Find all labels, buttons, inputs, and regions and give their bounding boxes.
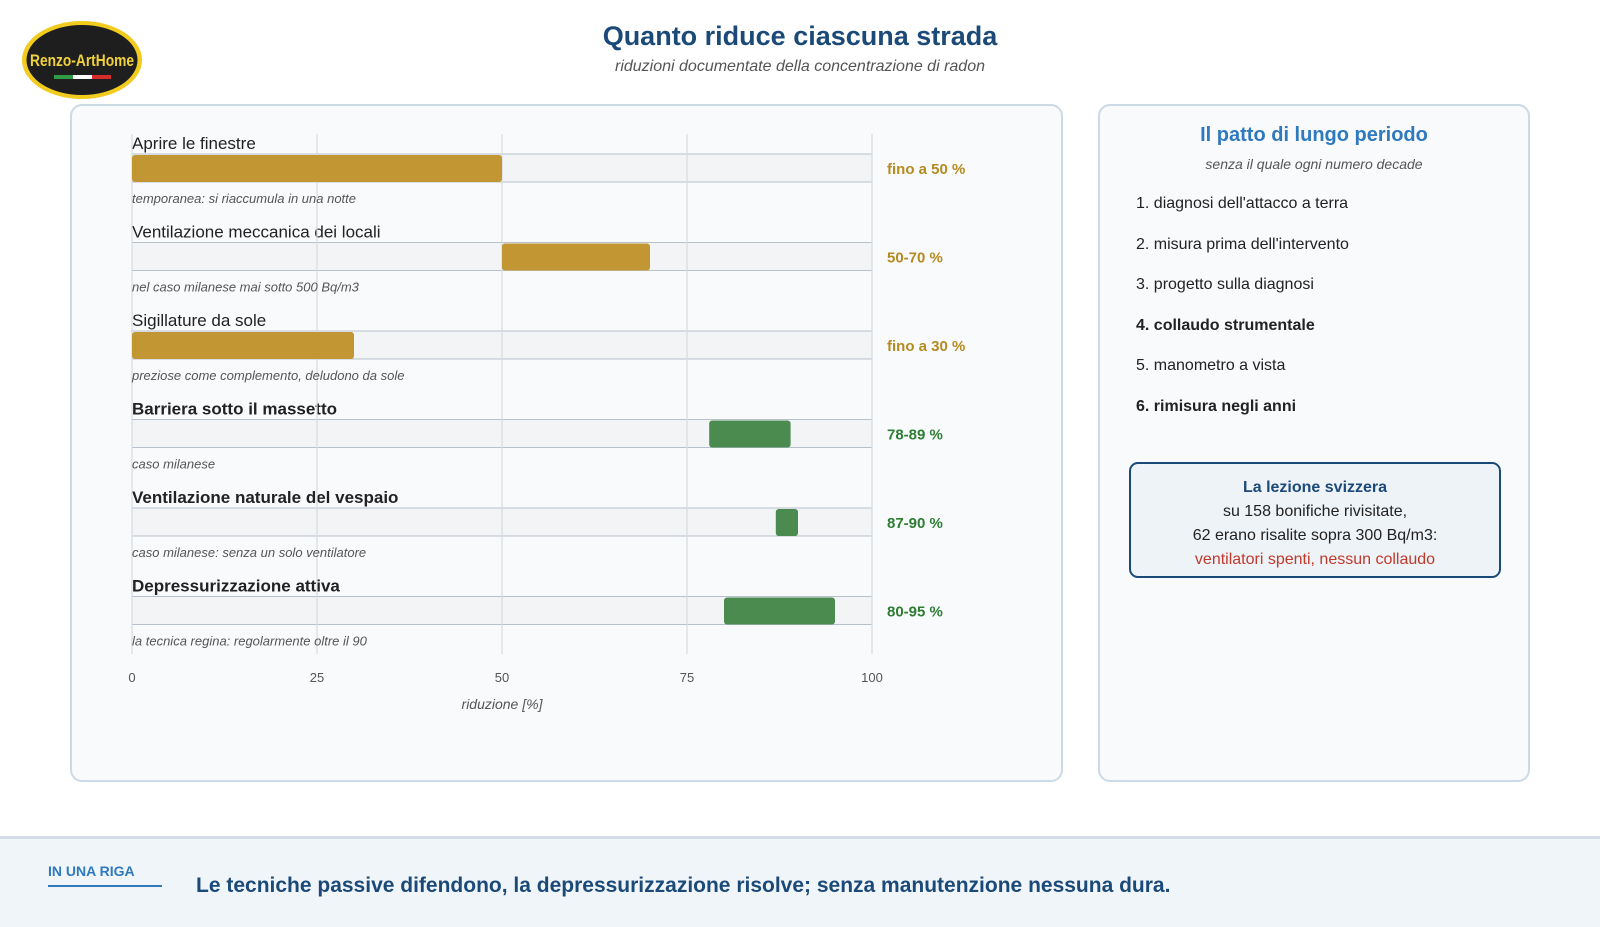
tick-label: 25	[310, 670, 324, 685]
page-subtitle: riduzioni documentate della concentrazio…	[614, 58, 985, 75]
swiss-line-3: ventilatori spenti, nessun collaudo	[1194, 551, 1436, 568]
row-note: la tecnica regina: regolarmente oltre il…	[132, 634, 368, 649]
long-term-pact-panel: Il patto di lungo periodo senza il quale…	[1098, 104, 1530, 782]
value-label: 50-70 %	[887, 250, 943, 267]
page-title: Quanto riduce ciascuna strada	[602, 21, 998, 51]
tick-label: 0	[128, 670, 135, 685]
row-label: Sigillature da sole	[132, 311, 266, 330]
value-label: fino a 50 %	[887, 161, 965, 178]
row-note: caso milanese	[132, 457, 215, 472]
header: Quanto riduce ciascuna strada riduzioni …	[0, 18, 1600, 76]
swiss-line-1: su 158 bonifiche rivisitate,	[1222, 503, 1408, 520]
bar	[775, 509, 798, 536]
swiss-line-2: 62 erano risalite sopra 300 Bq/m3:	[1192, 527, 1438, 544]
bar	[724, 597, 835, 625]
swiss-lesson-box: La lezione svizzera su 158 bonifiche riv…	[1129, 462, 1501, 578]
x-axis-label: riduzione [%]	[462, 696, 544, 712]
swiss-heading: La lezione svizzera	[1242, 479, 1388, 496]
footer-text: Le tecniche passive difendono, la depres…	[196, 874, 1171, 897]
value-label: fino a 30 %	[887, 338, 965, 355]
row-note: temporanea: si riaccumula in una notte	[132, 191, 356, 206]
bar	[132, 155, 502, 182]
step-item: 6. rimisura negli anni	[1136, 397, 1297, 415]
value-label: 80-95 %	[887, 604, 943, 621]
row-note: nel caso milanese mai sotto 500 Bq/m3	[132, 280, 360, 295]
bar	[709, 420, 791, 448]
logo-text: Renzo-ArtHome	[30, 51, 134, 70]
row-label: Aprire le finestre	[132, 134, 256, 153]
chart-panel: Aprire le finestre Ventilazione meccanica…	[70, 104, 1063, 782]
tick-label: 100	[861, 670, 883, 685]
row-note: preziose come complemento, deludono da s…	[131, 368, 404, 383]
steps-list: 1. diagnosi dell'attacco a terra 2. misu…	[1136, 194, 1349, 438]
value-label: 78-89 %	[887, 427, 943, 444]
bar	[502, 243, 650, 271]
step-item: 4. collaudo strumentale	[1136, 316, 1315, 334]
side-title: Il patto di lungo periodo	[1200, 124, 1428, 146]
row-label: Depressurizzazione attiva	[132, 577, 340, 596]
step-item: 1. diagnosi dell'attacco a terra	[1136, 195, 1349, 212]
logo: Renzo-ArtHome	[22, 21, 142, 99]
footer-tag: IN UNA RIGA	[48, 863, 162, 887]
row-label: Barriera sotto il massetto	[132, 400, 337, 419]
row-note: caso milanese: senza un solo ventilatore	[132, 545, 366, 560]
row-label: Ventilazione naturale del vespaio	[132, 488, 398, 507]
tick-label: 75	[680, 670, 694, 685]
step-item: 2. misura prima dell'intervento	[1136, 235, 1349, 253]
side-subtitle: senza il quale ogni numero decade	[1205, 156, 1423, 172]
footer: IN UNA RIGA Le tecniche passive difendon…	[0, 836, 1600, 927]
tick-label: 50	[495, 670, 509, 685]
row-label: Ventilazione meccanica dei locali	[132, 223, 381, 242]
step-item: 3. progetto sulla diagnosi	[1136, 276, 1314, 294]
bar	[132, 332, 354, 359]
value-label: 87-90 %	[887, 515, 943, 532]
step-item: 5. manometro a vista	[1136, 357, 1286, 375]
reduction-chart: Aprire le finestre Ventilazione meccanica…	[128, 134, 965, 712]
